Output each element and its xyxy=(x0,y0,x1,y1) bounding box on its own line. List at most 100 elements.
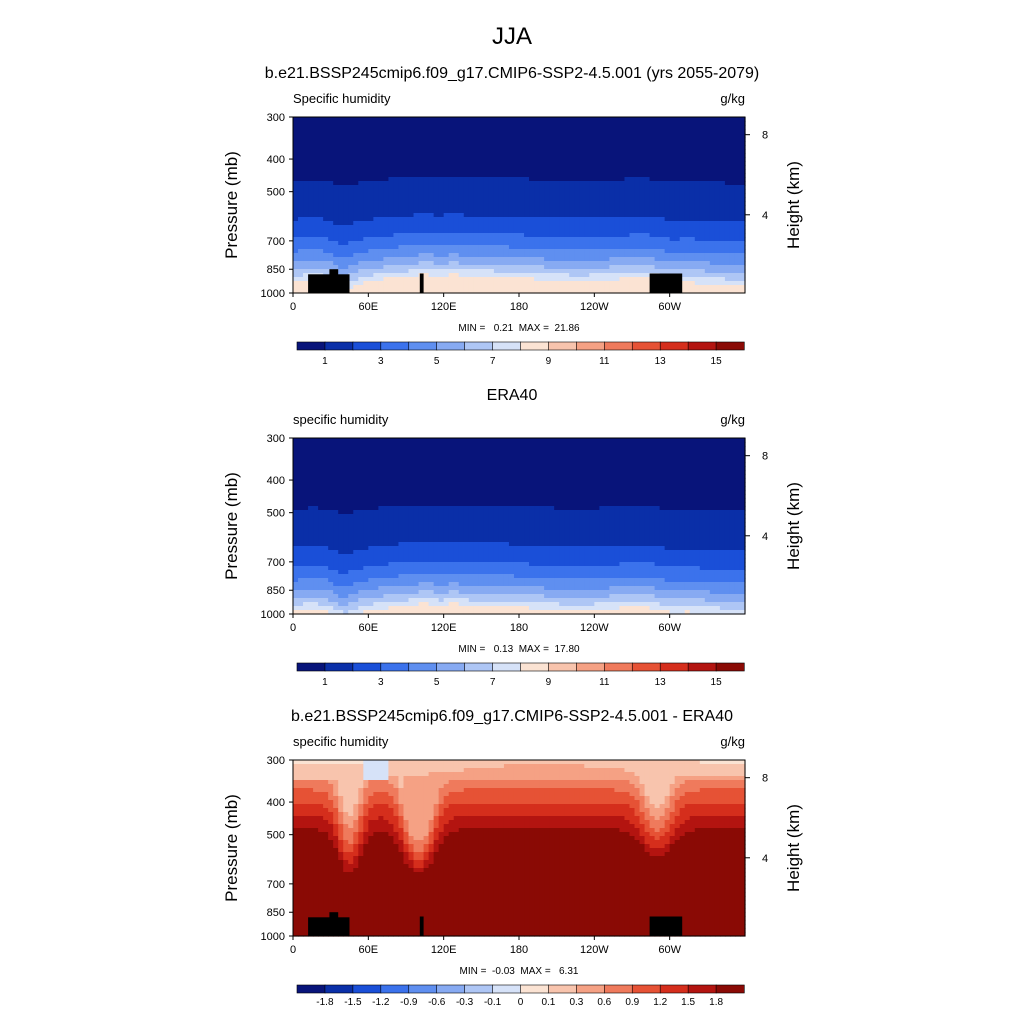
contour-cell xyxy=(529,157,535,162)
contour-cell xyxy=(654,462,661,467)
contour-cell xyxy=(383,133,390,138)
contour-cell xyxy=(649,185,656,190)
contour-cell xyxy=(719,133,726,138)
contour-cell xyxy=(298,237,304,242)
contour-cell xyxy=(519,129,525,134)
contour-cell xyxy=(634,249,641,254)
contour-cell xyxy=(368,161,374,166)
contour-cell xyxy=(498,157,505,162)
contour-cell xyxy=(443,137,450,142)
contour-cell xyxy=(363,466,369,471)
contour-cell xyxy=(333,450,339,455)
contour-cell xyxy=(594,161,600,166)
contour-cell xyxy=(398,153,405,158)
contour-cell xyxy=(719,205,726,210)
contour-cell xyxy=(328,125,334,130)
contour-cell xyxy=(293,173,299,178)
contour-cell xyxy=(604,197,610,202)
contour-cell xyxy=(694,141,701,146)
contour-cell xyxy=(589,117,595,122)
contour-cell xyxy=(443,197,450,202)
contour-cell xyxy=(584,221,590,226)
contour-cell xyxy=(524,225,530,230)
contour-cell xyxy=(539,201,545,206)
contour-cell xyxy=(348,466,354,471)
contour-cell xyxy=(353,125,359,130)
contour-cell xyxy=(714,157,721,162)
contour-cell xyxy=(388,173,395,178)
contour-cell xyxy=(348,261,354,266)
contour-cell xyxy=(373,237,379,242)
contour-cell xyxy=(634,217,641,222)
contour-cell xyxy=(544,145,550,150)
contour-cell xyxy=(714,217,721,222)
contour-cell xyxy=(433,438,440,443)
contour-cell xyxy=(694,277,701,282)
contour-cell xyxy=(549,161,555,166)
contour-cell xyxy=(689,462,696,467)
contour-cell xyxy=(674,269,681,274)
contour-cell xyxy=(468,177,475,182)
contour-cell xyxy=(438,454,445,459)
contour-cell xyxy=(368,454,374,459)
contour-cell xyxy=(694,253,701,258)
contour-cell xyxy=(624,141,631,146)
contour-cell xyxy=(724,253,731,258)
contour-cell xyxy=(714,197,721,202)
contour-cell xyxy=(438,189,445,194)
contour-cell xyxy=(468,466,475,471)
contour-cell xyxy=(644,161,651,166)
contour-cell xyxy=(564,245,570,250)
contour-cell xyxy=(453,261,460,266)
contour-cell xyxy=(353,442,359,447)
contour-cell xyxy=(368,269,374,274)
contour-cell xyxy=(699,245,706,250)
contour-cell xyxy=(689,189,696,194)
contour-cell xyxy=(408,121,415,126)
contour-cell xyxy=(343,454,349,459)
contour-cell xyxy=(303,269,309,274)
contour-cell xyxy=(709,137,716,142)
contour-cell xyxy=(694,185,701,190)
contour-cell xyxy=(569,177,575,182)
contour-cell xyxy=(483,169,490,174)
contour-cell xyxy=(629,245,636,250)
contour-cell xyxy=(403,470,410,475)
contour-cell xyxy=(503,205,510,210)
contour-cell xyxy=(423,269,430,274)
contour-cell xyxy=(473,185,480,190)
contour-cell xyxy=(544,273,550,278)
contour-cell xyxy=(619,454,626,459)
contour-cell xyxy=(704,442,711,447)
contour-cell xyxy=(418,253,425,258)
contour-cell xyxy=(388,474,395,479)
contour-cell xyxy=(689,277,696,282)
contour-cell xyxy=(368,177,374,182)
contour-cell xyxy=(473,269,480,274)
contour-cell xyxy=(559,177,565,182)
contour-cell xyxy=(584,117,590,122)
contour-cell xyxy=(699,201,706,206)
contour-cell xyxy=(719,217,726,222)
contour-cell xyxy=(488,237,495,242)
contour-cell xyxy=(318,213,324,218)
contour-cell xyxy=(664,149,671,154)
contour-cell xyxy=(559,245,565,250)
contour-cell xyxy=(373,189,379,194)
contour-cell xyxy=(639,277,646,282)
contour-cell xyxy=(689,225,696,230)
contour-cell xyxy=(408,197,415,202)
contour-cell xyxy=(529,285,535,290)
contour-cell xyxy=(564,450,570,455)
colorbar-swatch xyxy=(464,341,494,351)
contour-cell xyxy=(308,466,314,471)
contour-cell xyxy=(529,245,535,250)
contour-cell xyxy=(398,161,405,166)
contour-cell xyxy=(493,221,500,226)
contour-cell xyxy=(524,197,530,202)
contour-cell xyxy=(694,281,701,286)
contour-cell xyxy=(438,137,445,142)
contour-cell xyxy=(599,185,605,190)
contour-cell xyxy=(428,450,435,455)
contour-cell xyxy=(564,121,570,126)
